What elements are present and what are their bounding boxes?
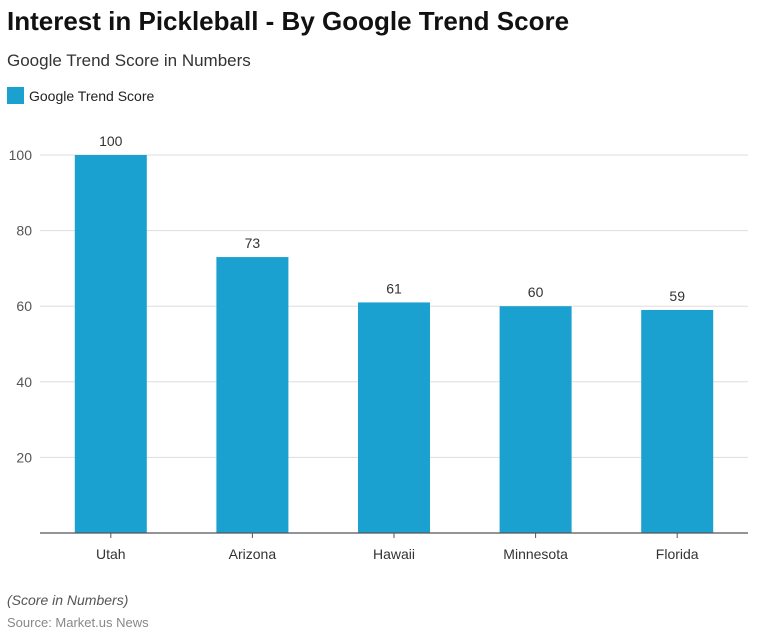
- legend: Google Trend Score: [7, 87, 154, 104]
- legend-swatch: [7, 87, 24, 104]
- bar: [641, 309, 714, 533]
- chart-source: Source: Market.us News: [7, 615, 149, 630]
- data-label: 60: [528, 284, 544, 300]
- x-tick-label: Hawaii: [373, 546, 415, 562]
- x-tick-label: Florida: [656, 546, 699, 562]
- bar: [74, 155, 147, 533]
- data-label: 73: [245, 235, 261, 251]
- x-tick-label: Minnesota: [503, 546, 568, 562]
- data-label: 61: [386, 280, 402, 296]
- x-tick-label: Arizona: [229, 546, 277, 562]
- chart-title: Interest in Pickleball - By Google Trend…: [7, 6, 570, 36]
- bar: [499, 306, 572, 533]
- bar: [216, 257, 289, 533]
- y-tick-label: 100: [9, 147, 33, 163]
- y-tick-label: 20: [16, 449, 32, 465]
- chart-note: (Score in Numbers): [7, 592, 129, 608]
- data-label: 59: [669, 288, 685, 304]
- x-tick-label: Utah: [96, 546, 126, 562]
- data-label: 100: [99, 133, 123, 149]
- y-tick-label: 40: [16, 374, 32, 390]
- legend-label: Google Trend Score: [29, 87, 155, 104]
- y-tick-label: 60: [16, 298, 32, 314]
- chart-subtitle: Google Trend Score in Numbers: [7, 51, 251, 70]
- bar: [358, 302, 430, 533]
- y-tick-label: 80: [16, 223, 32, 239]
